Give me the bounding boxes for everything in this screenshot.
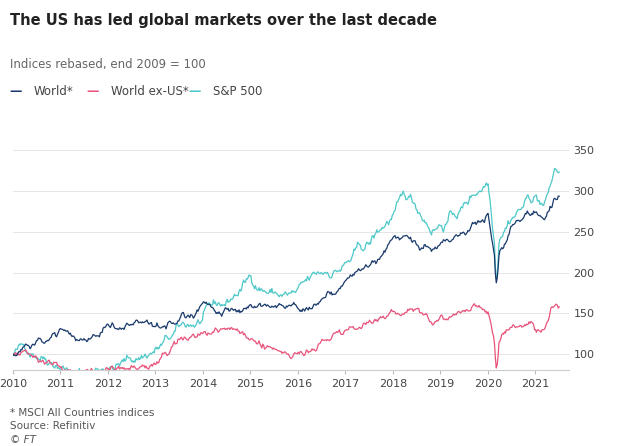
Text: Source: Refinitiv: Source: Refinitiv	[10, 421, 95, 431]
Text: Indices rebased, end 2009 = 100: Indices rebased, end 2009 = 100	[10, 58, 205, 71]
Text: —: —	[189, 85, 201, 98]
Text: © FT: © FT	[10, 435, 36, 445]
Text: World*: World*	[34, 85, 73, 98]
Text: The US has led global markets over the last decade: The US has led global markets over the l…	[10, 13, 436, 29]
Text: —: —	[86, 85, 98, 98]
Text: World ex-US*: World ex-US*	[111, 85, 189, 98]
Text: —: —	[10, 85, 22, 98]
Text: * MSCI All Countries indices: * MSCI All Countries indices	[10, 408, 154, 418]
Text: S&P 500: S&P 500	[213, 85, 262, 98]
